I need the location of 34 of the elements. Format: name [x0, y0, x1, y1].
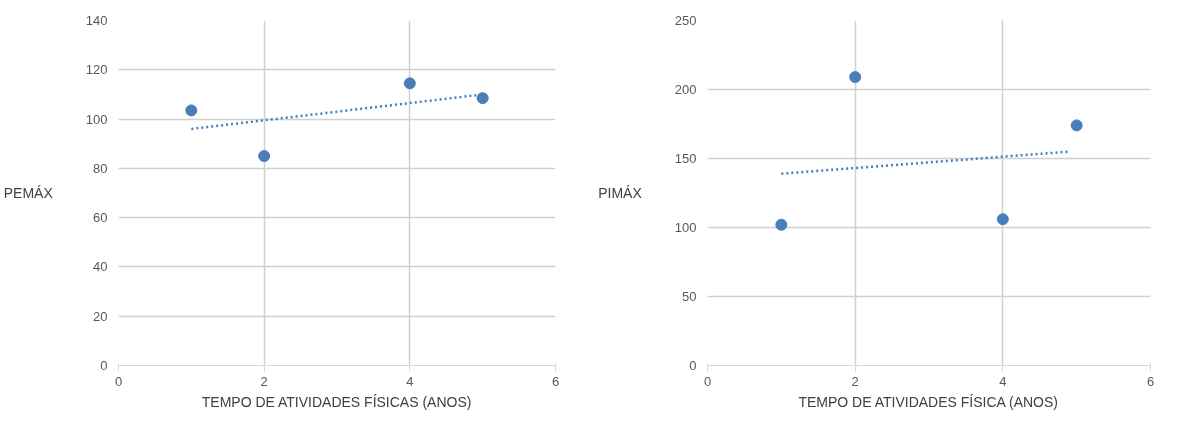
- x-tick-label: 2: [851, 373, 859, 389]
- point: [403, 77, 416, 90]
- y-tick-label: 100: [85, 111, 108, 127]
- y-tick-label: 80: [93, 160, 108, 176]
- y-tick-label: 150: [674, 151, 697, 166]
- x-tick-label: 2: [260, 373, 268, 389]
- y-tick-label: 20: [93, 308, 108, 324]
- point: [258, 150, 271, 163]
- x-tick-label: 0: [114, 373, 123, 389]
- y-tick-label: 140: [85, 13, 108, 28]
- y-tick-label: 40: [93, 259, 108, 275]
- x-tick-label: 6: [1146, 373, 1155, 389]
- x-tick-label: 6: [551, 373, 560, 389]
- x-tick-label: 4: [406, 373, 414, 389]
- point: [996, 213, 1009, 226]
- y-axis-title: PEMÁX: [3, 185, 54, 201]
- x-axis-title: TEMPO DE ATIVIDADES FÍSICAS (ANOS): [201, 393, 472, 410]
- point: [185, 104, 198, 117]
- y-tick-label: 0: [100, 358, 108, 373]
- point: [476, 92, 489, 105]
- point: [849, 71, 862, 84]
- y-tick-label: 120: [85, 62, 108, 78]
- y-tick-label: 60: [93, 210, 108, 226]
- x-tick-label: 4: [999, 373, 1007, 389]
- x-tick-label: 0: [703, 373, 712, 389]
- y-axis-title: PIMÁX: [598, 185, 643, 201]
- y-tick-label: 250: [674, 13, 697, 28]
- y-tick-label: 200: [674, 82, 697, 97]
- y-tick-label: 0: [689, 358, 697, 373]
- point: [1070, 119, 1083, 132]
- y-tick-label: 100: [674, 220, 697, 235]
- y-tick-label: 50: [682, 289, 697, 304]
- point: [775, 218, 788, 231]
- x-axis-title: TEMPO DE ATIVIDADES FÍSICA (ANOS): [798, 393, 1059, 410]
